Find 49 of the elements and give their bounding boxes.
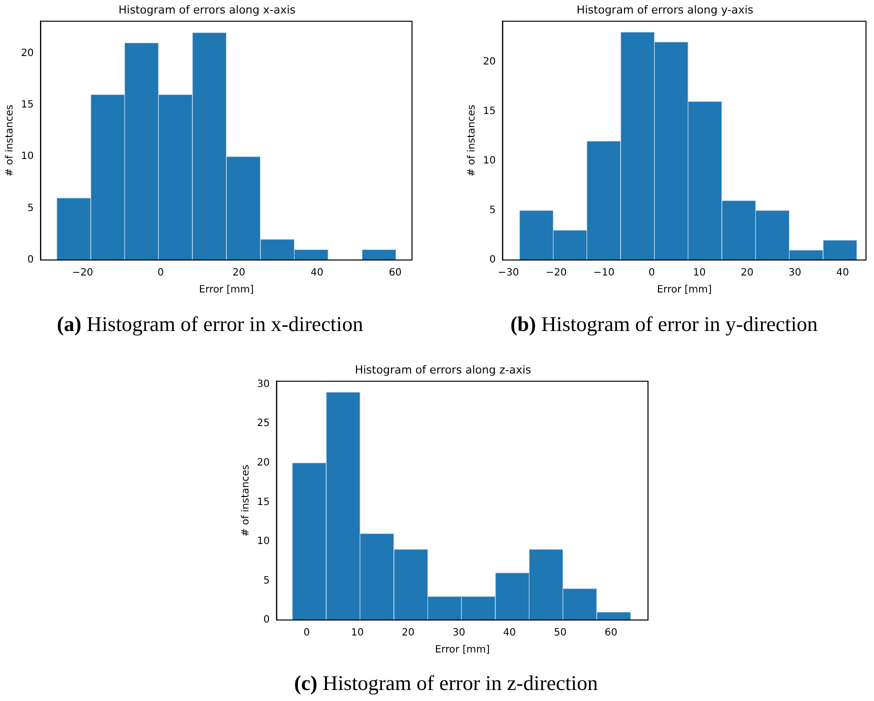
y-axis-title: # of instances (240, 464, 252, 537)
text: (b) Histogram of error in y-direction (509, 312, 819, 337)
y-axis-title: # of instances (4, 104, 16, 177)
x-tick-label: 0 (648, 268, 655, 279)
x-tick-label: 10 (693, 268, 706, 279)
x-tick-label: 10 (351, 628, 364, 639)
y-tick-label: 20 (20, 48, 34, 59)
y-tick-label: 5 (263, 575, 270, 586)
x-tick-label: 0 (303, 628, 310, 639)
x-tick-label: 40 (836, 268, 849, 279)
chart-title: Histogram of errors along y-axis (576, 3, 754, 16)
x-tick-label: 30 (788, 268, 802, 279)
x-tick-label: −20 (72, 268, 94, 279)
text: (a) Histogram of error in x-direction (56, 312, 364, 337)
x-tick-label: −10 (593, 268, 614, 279)
y-tick-label: 20 (482, 56, 496, 68)
y-axis-title: # of instances (466, 104, 478, 177)
x-tick-label: 20 (402, 628, 414, 639)
y-tick-label: 10 (482, 156, 496, 167)
y-tick-label: 25 (256, 418, 270, 430)
x-tick-label: 40 (503, 628, 516, 639)
chart-title: Histogram of errors along x-axis (118, 3, 296, 16)
y-tick-label: 0 (489, 254, 496, 266)
x-tick-label: 50 (554, 628, 567, 639)
x-tick-label: 60 (604, 628, 618, 639)
x-axis-title: Error [mm] (198, 284, 254, 296)
y-tick-label: 10 (20, 151, 34, 162)
y-tick-label: 5 (27, 202, 34, 214)
y-tick-label: 10 (256, 536, 270, 548)
y-tick-label: 0 (263, 614, 270, 626)
x-axis-title: Error [mm] (434, 644, 490, 656)
x-tick-label: 60 (388, 268, 402, 279)
x-tick-label: 40 (310, 268, 324, 279)
x-axis-title: Error [mm] (656, 284, 712, 296)
y-tick-label: 0 (27, 254, 34, 266)
x-tick-label: 30 (452, 628, 466, 639)
x-tick-label: −30 (498, 268, 520, 279)
x-tick-label: −20 (546, 268, 567, 279)
x-tick-label: 20 (740, 268, 754, 279)
x-tick-label: 0 (158, 268, 164, 279)
y-tick-label: 15 (482, 106, 496, 117)
y-tick-label: 15 (256, 496, 270, 508)
y-tick-label: 30 (256, 378, 270, 390)
y-tick-label: 15 (20, 100, 34, 111)
y-tick-label: 20 (256, 457, 270, 468)
x-tick-label: 20 (232, 268, 246, 279)
chart-title: Histogram of errors along z-axis (354, 363, 532, 376)
text: (c) Histogram of error in z-direction (293, 671, 599, 696)
y-tick-label: 5 (489, 205, 496, 216)
